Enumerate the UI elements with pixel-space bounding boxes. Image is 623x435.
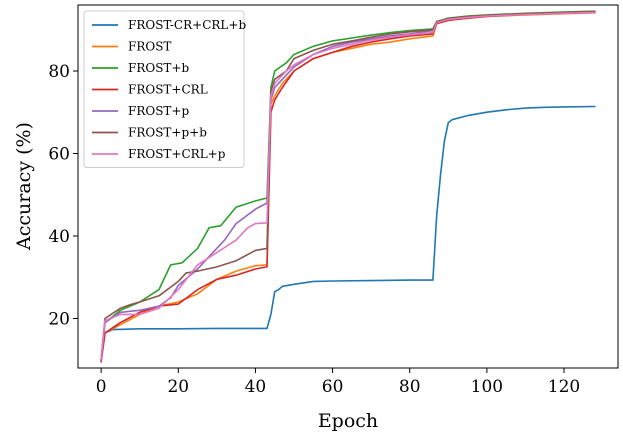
y-tick-label: 80	[48, 62, 70, 82]
series-line-frost-crl	[100, 11, 596, 363]
legend-box	[83, 10, 245, 168]
plot-frame	[77, 4, 619, 369]
ticks-layer: 0 20 40 60 80 100 120 20 40 60 80	[48, 62, 580, 397]
series-layer	[100, 10, 596, 363]
legend-label-frost-crl-p: FROST+CRL+p	[128, 147, 226, 161]
legend-label-frost: FROST	[128, 40, 171, 54]
legend-label-frost-cr-crl-b: FROST-CR+CRL+b	[128, 18, 246, 32]
y-tick-label: 40	[48, 227, 70, 247]
x-tick-label: 0	[96, 377, 107, 397]
legend: FROST-CR+CRL+b FROST FROST+b FROST+CRL FROST…	[83, 10, 246, 168]
x-tick-label: 120	[548, 377, 580, 397]
legend-label-frost-p-b: FROST+p+b	[128, 126, 207, 140]
x-tick-label: 40	[245, 377, 267, 397]
y-tick-label: 60	[48, 145, 70, 165]
x-axis-title: Epoch	[318, 410, 378, 432]
legend-label-frost-crl: FROST+CRL	[128, 83, 208, 97]
series-line-frost-cr-crl-b	[100, 105, 596, 363]
x-tick-label: 80	[399, 377, 421, 397]
y-axis-title: Accuracy (%)	[13, 122, 35, 251]
x-tick-label: 100	[471, 377, 503, 397]
x-tick-label: 20	[167, 377, 189, 397]
x-tick-label: 60	[322, 377, 344, 397]
legend-label-frost-b: FROST+b	[128, 61, 189, 75]
legend-label-frost-p: FROST+p	[128, 104, 189, 118]
series-line-frost-crl-p	[100, 11, 596, 361]
y-tick-label: 20	[48, 310, 70, 330]
